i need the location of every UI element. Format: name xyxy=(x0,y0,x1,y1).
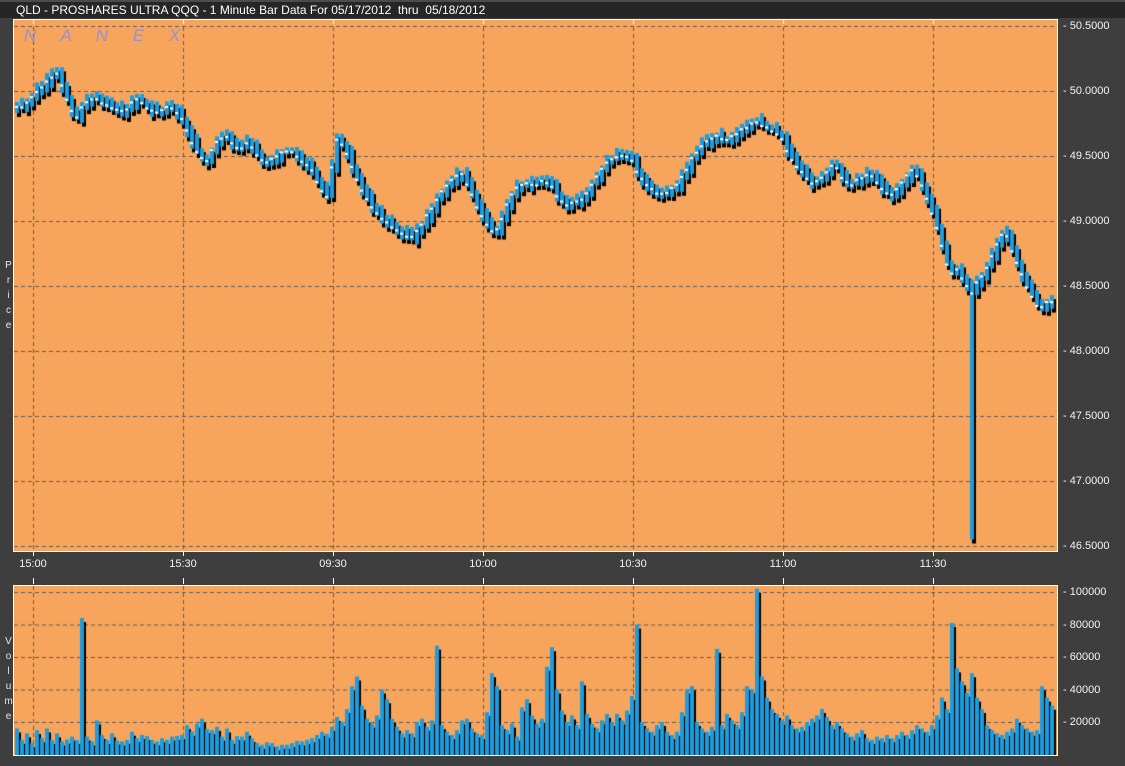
price-axis-label: - 49.0000 xyxy=(1063,215,1110,227)
time-axis-label: 11:00 xyxy=(769,558,797,570)
time-axis-tick xyxy=(483,552,484,556)
price-axis-label: - 48.5000 xyxy=(1063,280,1110,292)
time-axis-tick xyxy=(183,552,184,556)
time-axis-tick xyxy=(33,552,34,556)
time-axis-tick xyxy=(933,552,934,556)
time-axis-label: 15:00 xyxy=(19,558,47,570)
price-axis-title: Price xyxy=(3,260,14,335)
time-axis-label: 09:30 xyxy=(319,558,347,570)
time-axis-tick xyxy=(633,578,634,584)
volume-axis-label: - 80000 xyxy=(1063,618,1101,631)
price-axis-label: - 49.5000 xyxy=(1063,150,1110,162)
time-axis-tick xyxy=(783,578,784,584)
volume-chart-canvas xyxy=(14,586,1057,755)
window-title: QLD - PROSHARES ULTRA QQQ - 1 Minute Bar… xyxy=(16,3,486,17)
time-axis-tick xyxy=(633,552,634,556)
time-axis-label: 10:30 xyxy=(619,558,647,570)
time-axis-tick xyxy=(33,578,34,584)
price-axis-label: - 46.5000 xyxy=(1063,540,1110,552)
time-axis-tick xyxy=(933,578,934,584)
time-axis-tick xyxy=(783,552,784,556)
price-axis-label: - 47.0000 xyxy=(1063,475,1110,487)
window-title-bar: QLD - PROSHARES ULTRA QQQ - 1 Minute Bar… xyxy=(0,2,1125,18)
price-axis-label: - 48.0000 xyxy=(1063,345,1110,357)
price-chart-panel: N A N E X xyxy=(13,19,1058,552)
volume-axis-label: - 20000 xyxy=(1063,716,1101,728)
volume-axis-label: - 100000 xyxy=(1063,586,1107,598)
price-axis-label: - 50.0000 xyxy=(1063,85,1110,97)
window-top-edge xyxy=(0,0,1125,2)
time-axis-label: 10:00 xyxy=(469,558,497,570)
volume-chart-panel xyxy=(13,585,1058,756)
time-axis-tick xyxy=(333,578,334,584)
time-axis-label: 11:30 xyxy=(919,558,947,570)
price-chart-canvas xyxy=(14,20,1057,551)
time-axis-tick xyxy=(483,578,484,584)
time-axis-tick xyxy=(183,578,184,584)
nanex-watermark: N A N E X xyxy=(24,26,191,45)
time-axis-label: 15:30 xyxy=(169,558,197,570)
volume-axis-title: Volume xyxy=(3,636,14,726)
volume-axis-label: - 40000 xyxy=(1063,683,1101,696)
price-axis-label: - 47.5000 xyxy=(1063,410,1110,422)
volume-axis-label: - 60000 xyxy=(1063,651,1101,663)
time-axis-tick xyxy=(333,552,334,556)
price-axis-label: - 50.5000 xyxy=(1063,20,1110,32)
